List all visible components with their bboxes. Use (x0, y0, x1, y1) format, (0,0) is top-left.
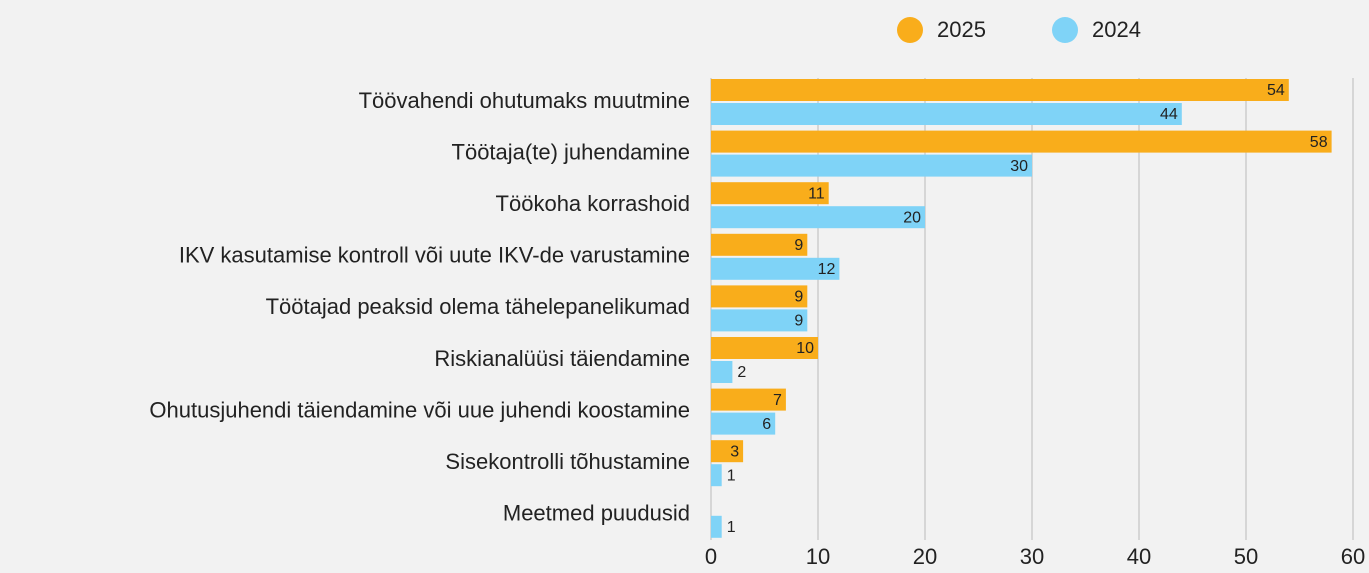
value-label: 10 (796, 340, 814, 357)
value-label: 1 (727, 467, 736, 484)
value-label: 58 (1310, 134, 1328, 151)
bar (711, 257, 840, 280)
x-tick-label: 20 (913, 544, 937, 569)
x-tick-label: 60 (1341, 544, 1365, 569)
bar (711, 361, 733, 383)
category-label: Riskianalüüsi täiendamine (434, 346, 690, 371)
bar (711, 154, 1032, 177)
bar (711, 388, 786, 411)
bar (711, 337, 818, 359)
bar (711, 440, 744, 463)
legend-label: 2024 (1092, 17, 1141, 42)
value-label: 54 (1267, 82, 1285, 99)
legend-swatch (1052, 17, 1078, 43)
value-label: 2 (737, 364, 746, 381)
x-tick-label: 50 (1234, 544, 1258, 569)
value-label: 6 (762, 416, 771, 433)
category-label: IKV kasutamise kontroll või uute IKV-de … (179, 243, 690, 268)
x-tick-label: 30 (1020, 544, 1044, 569)
category-label: Meetmed puudusid (503, 501, 690, 526)
value-label: 3 (730, 443, 739, 460)
bar (711, 285, 808, 308)
value-label: 30 (1010, 158, 1028, 175)
category-label: Töökoha korrashoid (496, 191, 690, 216)
bar (711, 79, 1289, 101)
value-label: 12 (818, 261, 836, 278)
value-label: 11 (808, 185, 825, 202)
value-label: 9 (794, 313, 803, 330)
bar (711, 233, 808, 256)
value-label: 44 (1160, 106, 1178, 123)
value-label: 9 (794, 289, 803, 306)
value-label: 1 (727, 519, 736, 536)
x-tick-label: 10 (806, 544, 830, 569)
bar (711, 182, 829, 205)
bar (711, 103, 1182, 125)
bar (711, 309, 808, 332)
x-tick-label: 40 (1127, 544, 1151, 569)
bar (711, 130, 1332, 153)
legend-swatch (897, 17, 923, 43)
category-label: Töövahendi ohutumaks muutmine (359, 88, 690, 113)
category-label: Töötaja(te) juhendamine (452, 139, 690, 164)
bar (711, 206, 925, 229)
value-label: 20 (903, 209, 921, 226)
x-tick-label: 0 (705, 544, 717, 569)
category-label: Töötajad peaksid olema tähelepanelikumad (266, 294, 690, 319)
bar (711, 464, 722, 487)
value-label: 9 (794, 237, 803, 254)
bar (711, 412, 776, 435)
value-label: 7 (773, 392, 782, 409)
legend-label: 2025 (937, 17, 986, 42)
bar (711, 515, 722, 538)
category-label: Sisekontrolli tõhustamine (445, 449, 690, 474)
category-label: Ohutusjuhendi täiendamine või uue juhend… (149, 397, 690, 422)
